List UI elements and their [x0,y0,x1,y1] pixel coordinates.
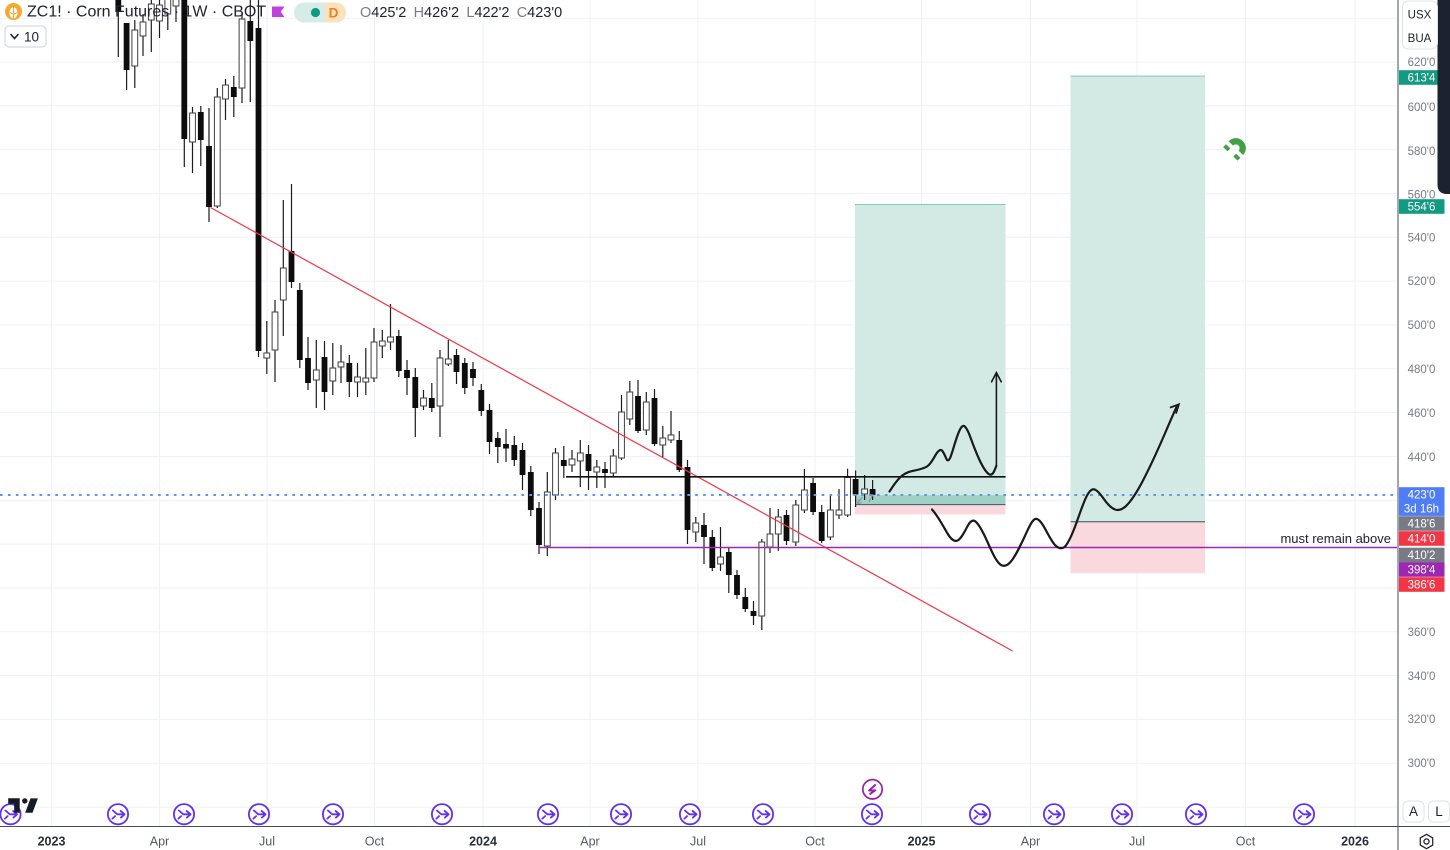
svg-text:386'6: 386'6 [1408,580,1436,592]
svg-text:Jul: Jul [690,835,706,849]
svg-text:Apr: Apr [150,835,169,849]
svg-text:613'4: 613'4 [1408,73,1436,85]
svg-text:2026: 2026 [1341,835,1369,849]
svg-text:320'0: 320'0 [1408,714,1436,726]
svg-text:480'0: 480'0 [1408,364,1436,376]
svg-text:423'0: 423'0 [1408,490,1436,502]
svg-text:O425'2 H426'2 L422'2 C423'0: O425'2 H426'2 L422'2 C423'0 [360,5,562,21]
svg-text:Oct: Oct [365,835,385,849]
svg-text:BUA: BUA [1408,33,1432,45]
svg-text:Jul: Jul [1129,835,1145,849]
svg-text:USX: USX [1408,10,1432,22]
svg-text:2023: 2023 [38,835,66,849]
svg-text:500'0: 500'0 [1408,320,1436,332]
svg-text:L: L [1435,804,1443,819]
svg-text:A: A [1409,804,1418,819]
svg-text:600'0: 600'0 [1408,102,1436,114]
svg-text:520'0: 520'0 [1408,276,1436,288]
svg-text:ZC1! · Corn Futures · 1W · CBO: ZC1! · Corn Futures · 1W · CBOT [27,4,266,21]
svg-text:2025: 2025 [908,835,936,849]
svg-text:360'0: 360'0 [1408,627,1436,639]
svg-text:540'0: 540'0 [1408,233,1436,245]
svg-text:Jul: Jul [259,835,275,849]
svg-text:10: 10 [24,30,39,45]
svg-text:must remain above: must remain above [1280,531,1391,546]
svg-text:Oct: Oct [805,835,825,849]
svg-text:Apr: Apr [580,835,599,849]
svg-text:620'0: 620'0 [1408,57,1436,69]
svg-text:414'0: 414'0 [1408,534,1436,546]
svg-text:410'2: 410'2 [1408,550,1436,562]
svg-text:Apr: Apr [1021,835,1040,849]
svg-text:560'0: 560'0 [1408,190,1436,202]
svg-text:2024: 2024 [469,835,497,849]
svg-text:460'0: 460'0 [1408,408,1436,420]
svg-text:300'0: 300'0 [1408,758,1436,770]
svg-text:398'4: 398'4 [1408,565,1436,577]
svg-text:D: D [329,6,339,21]
svg-text:580'0: 580'0 [1408,146,1436,158]
svg-text:Oct: Oct [1236,835,1256,849]
svg-text:440'0: 440'0 [1408,452,1436,464]
svg-text:3d 16h: 3d 16h [1404,504,1439,516]
svg-text:418'6: 418'6 [1408,519,1436,531]
svg-text:340'0: 340'0 [1408,671,1436,683]
svg-text:554'6: 554'6 [1408,202,1436,214]
